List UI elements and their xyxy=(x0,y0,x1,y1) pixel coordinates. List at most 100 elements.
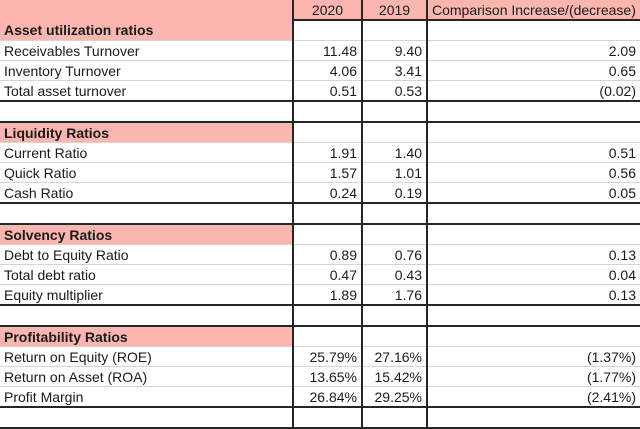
empty-cell[interactable] xyxy=(427,305,640,327)
section-title-row: Asset utilization ratios xyxy=(0,20,640,41)
comparison-value-cell[interactable]: 2.09 xyxy=(427,40,640,61)
row-label-cell[interactable]: Current Ratio xyxy=(0,142,294,163)
value-2019-cell[interactable]: 15.42% xyxy=(362,366,428,387)
row-label-cell[interactable]: Total debt ratio xyxy=(0,264,294,285)
empty-cell[interactable] xyxy=(362,224,428,245)
empty-cell[interactable] xyxy=(427,20,640,41)
table-row: Return on Asset (ROA) 13.65% 15.42% (1.7… xyxy=(0,366,640,387)
table-row: Debt to Equity Ratio 0.89 0.76 0.13 xyxy=(0,244,640,265)
row-label-cell[interactable]: Cash Ratio xyxy=(0,182,294,204)
empty-cell[interactable] xyxy=(293,224,363,245)
spacer-row xyxy=(0,203,640,225)
empty-cell[interactable] xyxy=(293,122,363,143)
row-label-cell[interactable]: Return on Asset (ROA) xyxy=(0,366,294,387)
year-2019-header-cell[interactable]: 2019 xyxy=(362,0,428,21)
empty-cell[interactable] xyxy=(0,101,294,123)
value-2019-cell[interactable]: 27.16% xyxy=(362,346,428,367)
row-label-cell[interactable]: Equity multiplier xyxy=(0,284,294,306)
value-2020-cell[interactable]: 25.79% xyxy=(293,346,363,367)
empty-cell[interactable] xyxy=(0,305,294,327)
table-row: Cash Ratio 0.24 0.19 0.05 xyxy=(0,182,640,204)
comparison-value-cell[interactable]: (0.02) xyxy=(427,80,640,102)
empty-cell[interactable] xyxy=(362,122,428,143)
value-2020-cell[interactable]: 1.57 xyxy=(293,162,363,183)
value-2019-cell[interactable]: 1.01 xyxy=(362,162,428,183)
value-2019-cell[interactable]: 0.76 xyxy=(362,244,428,265)
empty-cell[interactable] xyxy=(427,203,640,225)
corner-header-cell[interactable] xyxy=(0,0,294,20)
section-title-row: Solvency Ratios xyxy=(0,224,640,245)
value-2020-cell[interactable]: 0.51 xyxy=(293,80,363,102)
value-2020-cell[interactable]: 13.65% xyxy=(293,366,363,387)
row-label-cell[interactable]: Inventory Turnover xyxy=(0,60,294,81)
spacer-row xyxy=(0,407,640,429)
comparison-value-cell[interactable]: 0.05 xyxy=(427,182,640,204)
value-2019-cell[interactable]: 0.53 xyxy=(362,80,428,102)
value-2020-cell[interactable]: 26.84% xyxy=(293,386,363,408)
empty-cell[interactable] xyxy=(362,305,428,327)
row-label-cell[interactable]: Total asset turnover xyxy=(0,80,294,102)
value-2020-cell[interactable]: 1.91 xyxy=(293,142,363,163)
value-2020-cell[interactable]: 0.47 xyxy=(293,264,363,285)
empty-cell[interactable] xyxy=(293,305,363,327)
comparison-value-cell[interactable]: 0.56 xyxy=(427,162,640,183)
table-row: Quick Ratio 1.57 1.01 0.56 xyxy=(0,162,640,183)
comparison-value-cell[interactable]: 0.13 xyxy=(427,284,640,306)
section-title-cell[interactable]: Liquidity Ratios xyxy=(0,122,294,143)
section-title-row: Profitability Ratios xyxy=(0,326,640,347)
empty-cell[interactable] xyxy=(362,203,428,225)
section-title-cell[interactable]: Profitability Ratios xyxy=(0,326,294,347)
value-2020-cell[interactable]: 0.24 xyxy=(293,182,363,204)
comparison-value-cell[interactable]: 0.13 xyxy=(427,244,640,265)
empty-cell[interactable] xyxy=(427,407,640,429)
table-row: Total asset turnover 0.51 0.53 (0.02) xyxy=(0,80,640,102)
empty-cell[interactable] xyxy=(0,203,294,225)
comparison-value-cell[interactable]: 0.65 xyxy=(427,60,640,81)
comparison-value-cell[interactable]: 0.51 xyxy=(427,142,640,163)
empty-cell[interactable] xyxy=(362,407,428,429)
value-2019-cell[interactable]: 3.41 xyxy=(362,60,428,81)
row-label-cell[interactable]: Quick Ratio xyxy=(0,162,294,183)
comparison-value-cell[interactable]: (1.77%) xyxy=(427,366,640,387)
year-2020-header-cell[interactable]: 2020 xyxy=(293,0,363,21)
section-title-row: Liquidity Ratios xyxy=(0,122,640,143)
row-label-cell[interactable]: Profit Margin xyxy=(0,386,294,408)
row-label-cell[interactable]: Receivables Turnover xyxy=(0,40,294,61)
empty-cell[interactable] xyxy=(293,326,363,347)
value-2020-cell[interactable]: 4.06 xyxy=(293,60,363,81)
empty-cell[interactable] xyxy=(362,101,428,123)
comparison-value-cell[interactable]: 0.04 xyxy=(427,264,640,285)
empty-cell[interactable] xyxy=(0,407,294,429)
empty-cell[interactable] xyxy=(293,101,363,123)
section-title-cell[interactable]: Solvency Ratios xyxy=(0,224,294,245)
empty-cell[interactable] xyxy=(293,203,363,225)
comparison-value-cell[interactable]: (1.37%) xyxy=(427,346,640,367)
value-2020-cell[interactable]: 0.89 xyxy=(293,244,363,265)
header-row: 2020 2019 Comparison Increase/(decrease) xyxy=(0,0,640,21)
value-2019-cell[interactable]: 1.76 xyxy=(362,284,428,306)
empty-cell[interactable] xyxy=(427,326,640,347)
row-label-cell[interactable]: Debt to Equity Ratio xyxy=(0,244,294,265)
value-2019-cell[interactable]: 9.40 xyxy=(362,40,428,61)
empty-cell[interactable] xyxy=(293,20,363,41)
row-label-cell[interactable]: Return on Equity (ROE) xyxy=(0,346,294,367)
value-2019-cell[interactable]: 29.25% xyxy=(362,386,428,408)
value-2020-cell[interactable]: 1.89 xyxy=(293,284,363,306)
value-2019-cell[interactable]: 0.43 xyxy=(362,264,428,285)
value-2019-cell[interactable]: 1.40 xyxy=(362,142,428,163)
empty-cell[interactable] xyxy=(427,224,640,245)
empty-cell[interactable] xyxy=(362,326,428,347)
section-title-cell[interactable]: Asset utilization ratios xyxy=(0,20,294,41)
table-row: Inventory Turnover 4.06 3.41 0.65 xyxy=(0,60,640,81)
value-2020-cell[interactable]: 11.48 xyxy=(293,40,363,61)
comparison-value-cell[interactable]: (2.41%) xyxy=(427,386,640,408)
empty-cell[interactable] xyxy=(362,20,428,41)
empty-cell[interactable] xyxy=(427,122,640,143)
spacer-row xyxy=(0,305,640,327)
value-2019-cell[interactable]: 0.19 xyxy=(362,182,428,204)
comparison-header-cell[interactable]: Comparison Increase/(decrease) xyxy=(427,0,640,21)
empty-cell[interactable] xyxy=(293,407,363,429)
table-row: Total debt ratio 0.47 0.43 0.04 xyxy=(0,264,640,285)
empty-cell[interactable] xyxy=(427,101,640,123)
